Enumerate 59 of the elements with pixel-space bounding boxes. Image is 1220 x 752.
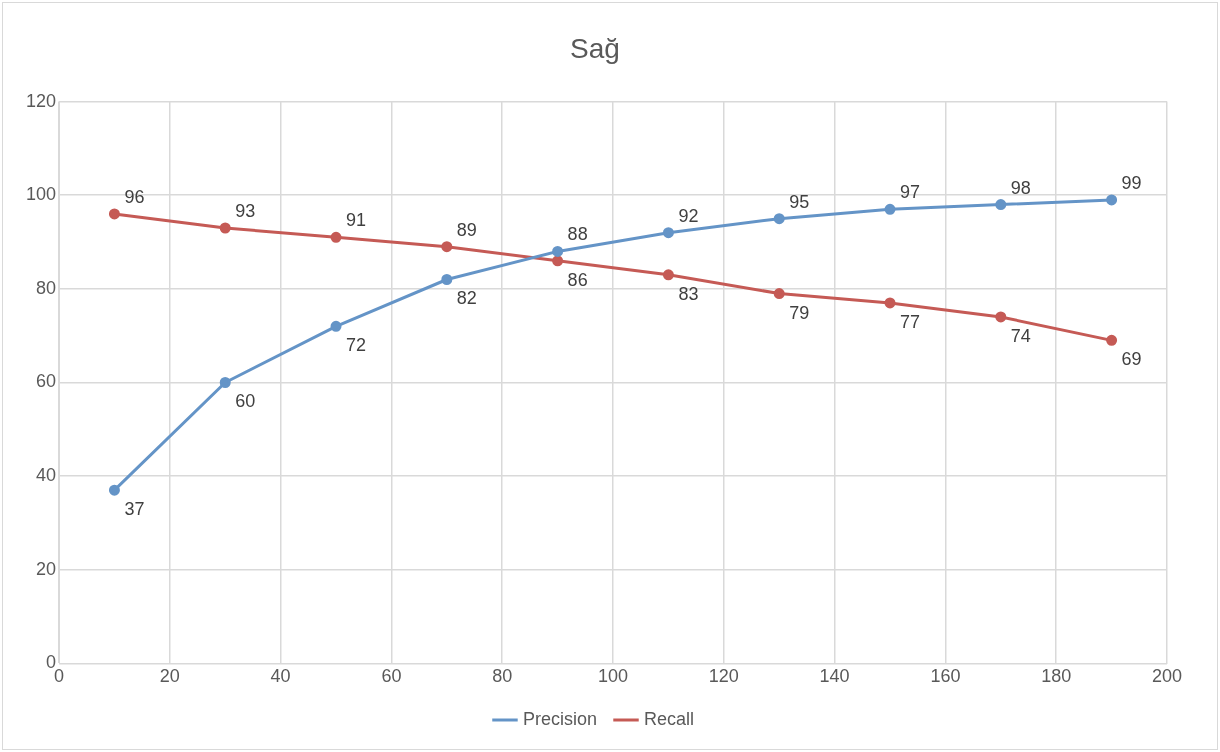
x-tick-label: 40 — [270, 666, 291, 687]
x-tick-label: 160 — [930, 666, 961, 687]
legend-label: Precision — [522, 708, 598, 729]
point — [1106, 194, 1118, 206]
data-label: 37 — [124, 499, 145, 520]
point — [552, 255, 564, 267]
data-label: 74 — [1010, 325, 1031, 346]
point — [995, 199, 1007, 211]
point — [773, 288, 785, 300]
data-label: 99 — [1121, 172, 1142, 193]
y-tick-label: 20 — [36, 558, 57, 579]
y-tick-label: 80 — [36, 277, 57, 298]
data-label: 98 — [1010, 177, 1031, 198]
data-label: 72 — [346, 335, 367, 356]
y-tick-label: 60 — [36, 371, 57, 392]
x-tick-label: 60 — [381, 666, 402, 687]
point — [219, 377, 231, 388]
x-tick-label: 20 — [159, 666, 180, 687]
data-label: 91 — [346, 210, 367, 231]
point — [884, 203, 896, 215]
x-tick-label: 100 — [597, 666, 629, 687]
point — [441, 241, 453, 253]
data-label: 77 — [900, 311, 921, 332]
data-label: 92 — [678, 205, 699, 226]
point — [884, 297, 896, 309]
point — [773, 213, 785, 225]
data-label: 88 — [567, 224, 588, 245]
data-label: 69 — [1121, 349, 1142, 370]
point — [552, 245, 564, 257]
data-label: 93 — [235, 200, 256, 221]
x-tick-label: 140 — [819, 666, 850, 687]
x-tick-label: 120 — [708, 666, 739, 687]
point — [108, 484, 120, 496]
x-tick-label: 180 — [1041, 666, 1072, 687]
point — [330, 231, 342, 243]
data-label: 86 — [567, 269, 588, 290]
point — [662, 269, 674, 281]
data-label: 96 — [124, 186, 145, 207]
data-label: 79 — [789, 302, 810, 323]
point — [995, 311, 1007, 323]
point — [219, 222, 231, 234]
point — [330, 320, 342, 332]
data-label: 83 — [678, 283, 699, 304]
data-label: 95 — [789, 191, 810, 212]
point — [662, 227, 674, 239]
y-tick-label: 120 — [25, 90, 57, 111]
data-label: 82 — [456, 288, 477, 309]
chart-title: Sağ — [570, 32, 620, 64]
y-tick-label: 100 — [25, 184, 57, 205]
point — [441, 274, 453, 285]
data-label: 97 — [900, 182, 921, 203]
x-tick-label: 80 — [492, 666, 513, 687]
point — [1106, 334, 1118, 346]
x-tick-label: 200 — [1151, 666, 1183, 687]
point — [108, 208, 120, 220]
legend-label: Recall — [644, 708, 695, 729]
data-label: 89 — [456, 219, 477, 240]
y-tick-label: 40 — [36, 465, 57, 486]
data-label: 60 — [235, 391, 256, 412]
